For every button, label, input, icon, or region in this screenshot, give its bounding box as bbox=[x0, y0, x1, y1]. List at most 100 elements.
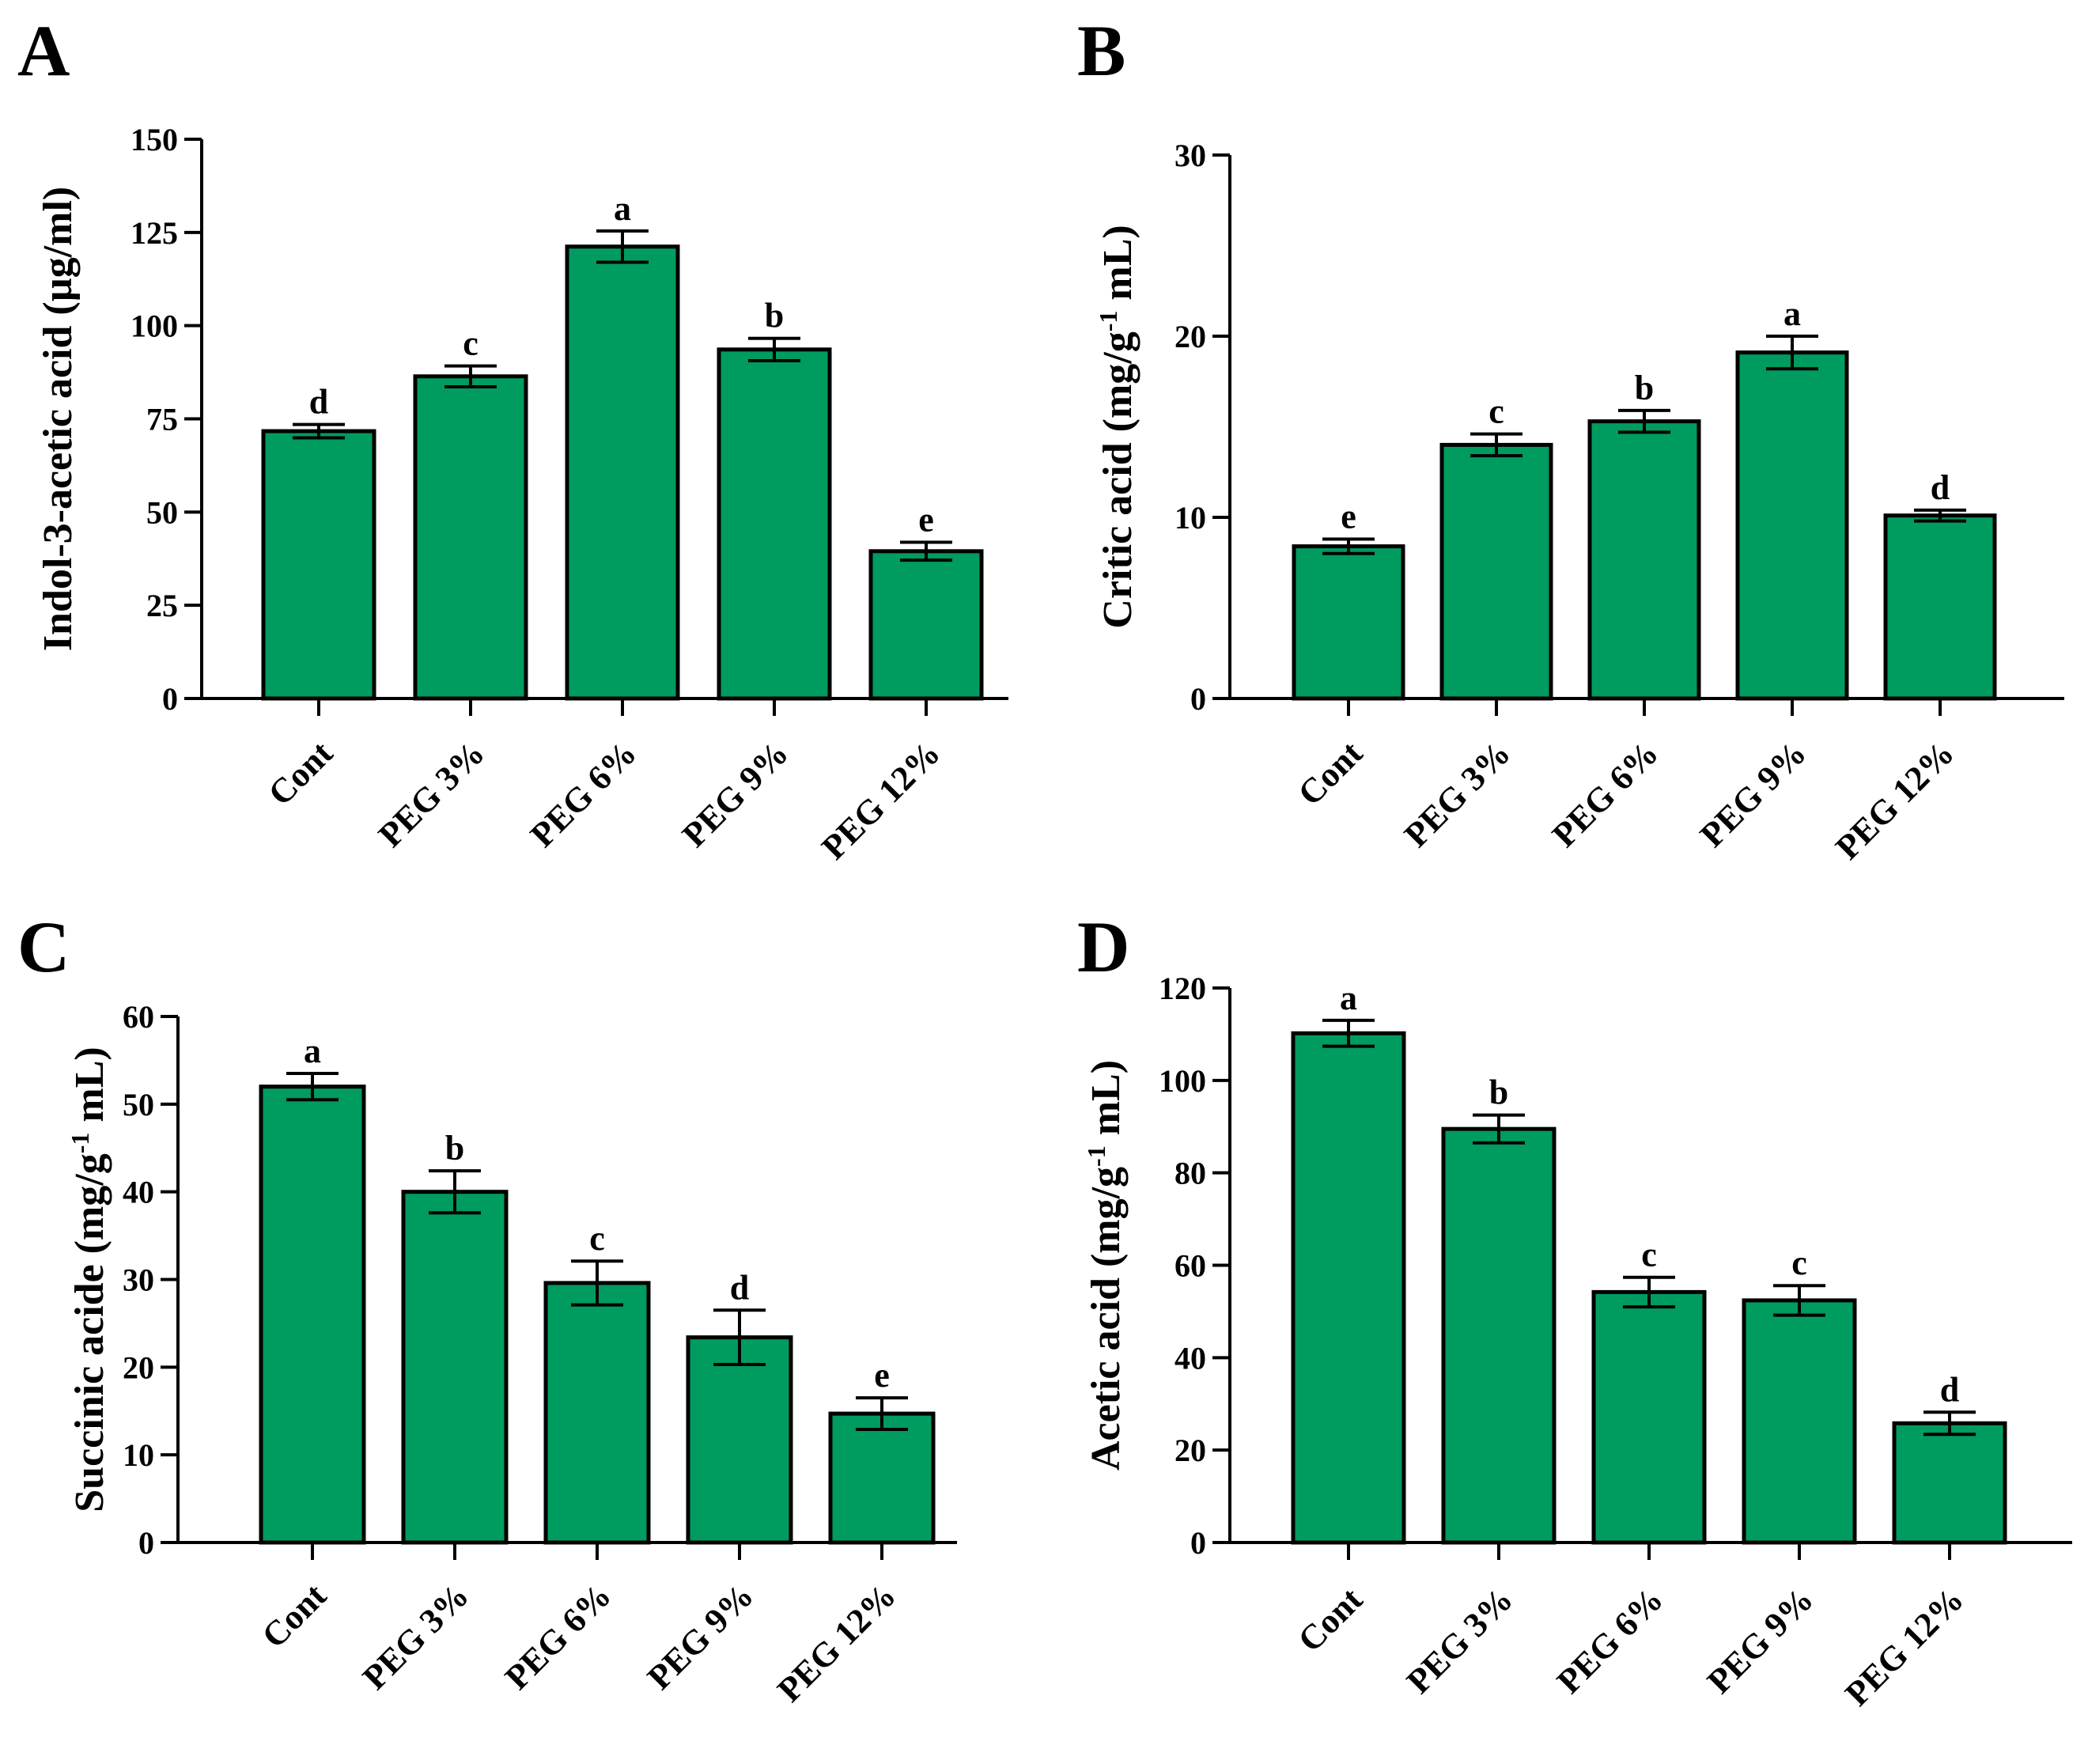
y-axis-title-part: mL) bbox=[67, 1047, 112, 1132]
y-axis-title-part: Critic acid (mg/g bbox=[1095, 331, 1140, 628]
bar bbox=[1591, 1289, 1707, 1545]
y-tick-label: 10 bbox=[123, 1437, 154, 1473]
bar bbox=[259, 1085, 366, 1545]
y-axis-title: Critic acid (mg/g-1 mL) bbox=[1094, 225, 1140, 628]
y-axis-title: Indol-3-acetic acid (µg/ml) bbox=[36, 187, 81, 651]
y-tick-label: 75 bbox=[146, 402, 178, 437]
x-tick-label: PEG 12% bbox=[1828, 733, 1961, 867]
significance-label: c bbox=[589, 1219, 605, 1258]
significance-label: d bbox=[1940, 1370, 1959, 1409]
panel-letter: A bbox=[17, 10, 70, 91]
y-axis-title-part: mL) bbox=[1095, 225, 1140, 310]
x-tick-label: PEG 6% bbox=[497, 1576, 618, 1697]
significance-label: b bbox=[1635, 369, 1654, 407]
x-tick-label: PEG 12% bbox=[814, 733, 948, 867]
y-axis-title: Acetic acid (mg/g-1 mL) bbox=[1082, 1060, 1129, 1471]
y-axis-title-part: Acetic acid (mg/g bbox=[1084, 1167, 1129, 1471]
significance-label: a bbox=[304, 1032, 321, 1070]
y-tick-label: 60 bbox=[123, 999, 154, 1035]
y-tick-label: 100 bbox=[130, 309, 178, 344]
bar bbox=[413, 374, 528, 701]
y-tick-label: 120 bbox=[1159, 971, 1206, 1006]
bar bbox=[1292, 544, 1405, 701]
y-tick-label: 50 bbox=[123, 1087, 154, 1122]
y-tick-label: 10 bbox=[1174, 500, 1206, 536]
bar bbox=[1742, 1298, 1857, 1545]
panel-letter: B bbox=[1077, 10, 1125, 91]
significance-label: c bbox=[1791, 1244, 1807, 1282]
y-tick-label: 80 bbox=[1174, 1156, 1206, 1191]
significance-label: d bbox=[730, 1268, 749, 1307]
bar bbox=[868, 549, 984, 701]
x-tick-label: Cont bbox=[261, 733, 341, 813]
bar bbox=[828, 1411, 936, 1545]
chart-panel-a: A 0 25 50 75 100 125 150 Indol-3-acetic acid (µg… bbox=[17, 10, 1008, 867]
bar bbox=[565, 244, 680, 701]
bar bbox=[1291, 1031, 1406, 1545]
y-axis-title-part: mL) bbox=[1084, 1060, 1129, 1145]
x-tick-label: Cont bbox=[255, 1576, 335, 1656]
significance-label: b bbox=[765, 297, 784, 335]
significance-label: c bbox=[463, 324, 478, 363]
x-tick-label: PEG 6% bbox=[523, 733, 644, 854]
y-axis-title-superscript: -1 bbox=[66, 1133, 94, 1154]
x-tick-label: PEG 9% bbox=[1700, 1580, 1821, 1701]
x-tick-label: PEG 9% bbox=[640, 1576, 761, 1697]
y-tick-label: 60 bbox=[1174, 1248, 1206, 1284]
bar bbox=[1892, 1421, 2007, 1545]
x-tick-label: PEG 3% bbox=[355, 1576, 476, 1697]
panel-letter: C bbox=[17, 907, 70, 987]
significance-label: e bbox=[1341, 497, 1356, 536]
chart-panel-c: C 0 10 20 30 40 50 60 Succinic acide (mg/g-1 mL)… bbox=[17, 907, 957, 1709]
bar bbox=[686, 1335, 793, 1545]
y-axis-title: Succinic acide (mg/g-1 mL) bbox=[66, 1047, 112, 1512]
x-tick-label: PEG 9% bbox=[1693, 733, 1814, 854]
x-tick-label: PEG 6% bbox=[1545, 733, 1666, 854]
bar bbox=[1439, 442, 1553, 701]
y-tick-label: 20 bbox=[123, 1349, 154, 1385]
y-tick-label: 40 bbox=[123, 1175, 154, 1210]
y-axis-title-superscript: -1 bbox=[1094, 311, 1122, 332]
x-tick-label: PEG 12% bbox=[770, 1576, 903, 1709]
significance-label: b bbox=[1489, 1073, 1508, 1112]
y-tick-label: 25 bbox=[146, 588, 178, 623]
y-axis-title-part: Succinic acide (mg/g bbox=[67, 1153, 112, 1512]
significance-label: d bbox=[309, 383, 328, 422]
x-tick-label: PEG 12% bbox=[1837, 1580, 1971, 1713]
x-tick-label: Cont bbox=[1291, 733, 1371, 813]
x-tick-label: Cont bbox=[1291, 1580, 1371, 1660]
x-tick-label: PEG 9% bbox=[675, 733, 796, 854]
y-tick-label: 20 bbox=[1174, 319, 1206, 354]
significance-label: a bbox=[614, 189, 631, 228]
bar bbox=[1883, 513, 1997, 701]
y-tick-label: 100 bbox=[1159, 1063, 1206, 1099]
y-tick-label: 0 bbox=[1190, 1525, 1206, 1561]
y-tick-label: 40 bbox=[1174, 1340, 1206, 1376]
bar bbox=[1735, 350, 1849, 701]
bar bbox=[261, 429, 376, 701]
significance-label: e bbox=[874, 1356, 890, 1395]
x-tick-label: PEG 3% bbox=[371, 733, 492, 854]
y-tick-label: 50 bbox=[146, 494, 178, 530]
bar bbox=[1587, 419, 1701, 701]
bar bbox=[543, 1281, 651, 1545]
y-axis-title-superscript: -1 bbox=[1082, 1145, 1110, 1167]
significance-label: d bbox=[1931, 468, 1950, 507]
significance-label: a bbox=[1340, 979, 1357, 1017]
bar bbox=[1441, 1126, 1557, 1545]
y-tick-label: 20 bbox=[1174, 1433, 1206, 1468]
chart-panel-d: D 0 20 40 60 80 100 120 Acetic acid (mg/g-1 mL) a… bbox=[1077, 907, 2072, 1713]
x-tick-label: PEG 6% bbox=[1549, 1580, 1670, 1701]
bar bbox=[401, 1190, 509, 1545]
chart-panel-b: B 0 10 20 30 Critic acid (mg/g-1 mL) e Cont c PEG… bbox=[1077, 10, 2064, 867]
x-tick-label: PEG 3% bbox=[1397, 733, 1518, 854]
panel-letter: D bbox=[1077, 907, 1129, 987]
y-tick-label: 30 bbox=[123, 1262, 154, 1298]
bar bbox=[717, 347, 832, 701]
significance-label: c bbox=[1488, 392, 1504, 431]
significance-label: a bbox=[1784, 294, 1801, 333]
y-tick-label: 0 bbox=[138, 1525, 154, 1561]
y-tick-label: 0 bbox=[162, 681, 178, 717]
significance-label: b bbox=[445, 1129, 464, 1168]
